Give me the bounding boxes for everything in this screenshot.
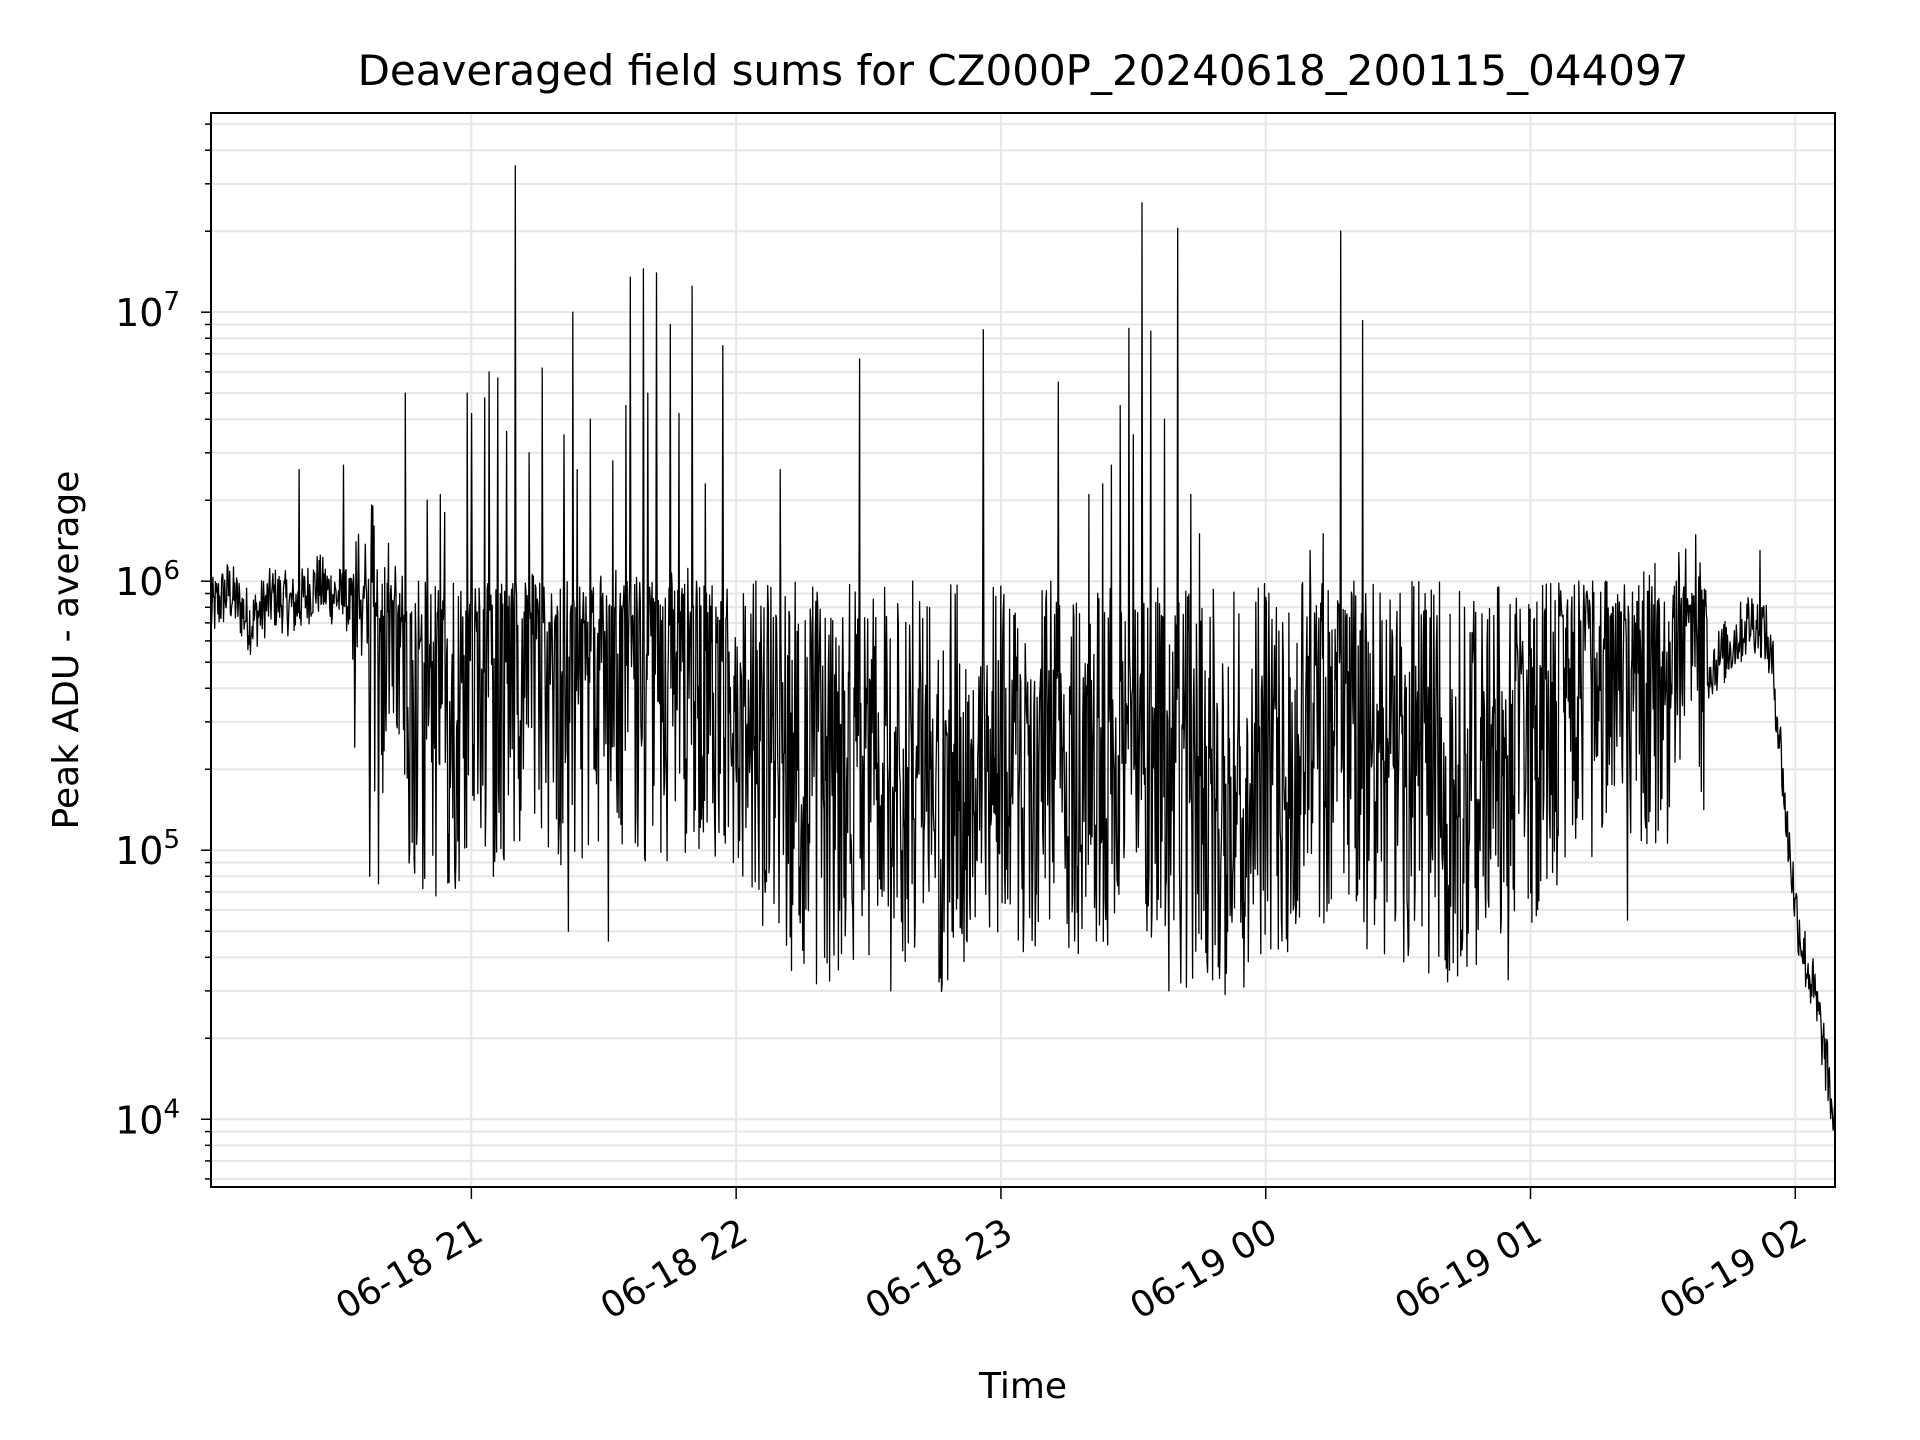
plot-area-frame <box>210 112 1836 1188</box>
y-tick-label: 104 <box>115 1094 180 1142</box>
x-axis-label: Time <box>978 1366 1067 1407</box>
y-axis-label: Peak ADU - average <box>46 471 87 830</box>
y-tick-label: 105 <box>115 825 180 873</box>
chart-title: Deaveraged field sums for CZ000P_2024061… <box>358 46 1689 95</box>
y-tick-label: 106 <box>115 556 180 604</box>
y-tick-label: 107 <box>115 287 180 335</box>
data-series <box>210 165 1836 1160</box>
series-line <box>210 165 1836 1160</box>
